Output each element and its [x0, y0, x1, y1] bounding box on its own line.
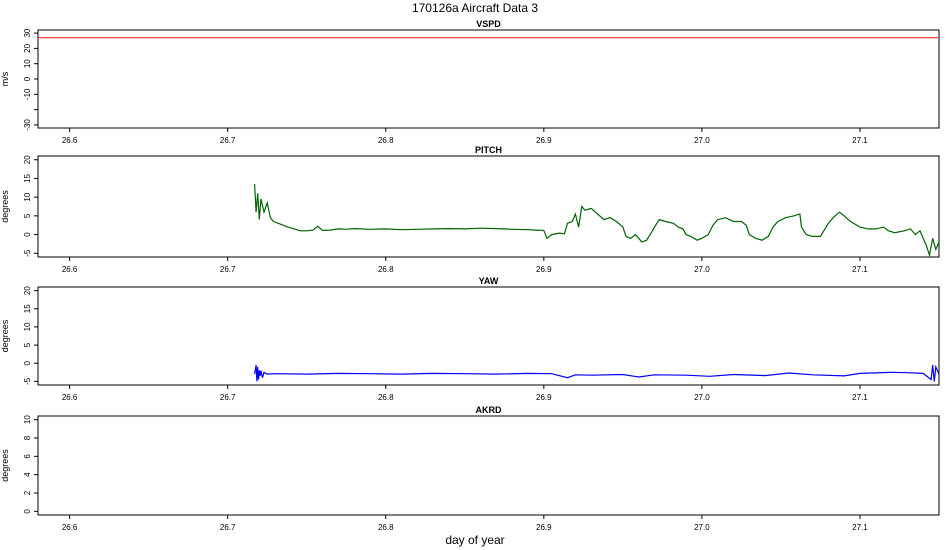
- y-tick-label: 0: [23, 232, 32, 237]
- x-tick-label: 26.6: [62, 523, 78, 532]
- figure-title: 170126a Aircraft Data 3: [412, 1, 538, 15]
- x-tick-label: 26.9: [536, 136, 552, 145]
- x-axis-label: day of year: [445, 533, 504, 547]
- y-axis-label: degrees: [0, 190, 10, 223]
- x-tick-label: 27.1: [852, 136, 868, 145]
- y-tick-label: -30: [23, 119, 32, 131]
- series-line: [254, 184, 940, 258]
- panel-vspd: VSPD 26.6 26.7 26.8 26.9 27.0 27.1 -30 -10 0 10 20 3…: [0, 19, 940, 145]
- y-tick-label: 20: [23, 155, 32, 164]
- x-tick-label: 27.1: [852, 523, 868, 532]
- x-tick-label: 26.6: [62, 265, 78, 274]
- x-tick-label: 26.8: [378, 393, 394, 402]
- x-tick-label: 26.6: [62, 136, 78, 145]
- x-tick-label: 26.7: [220, 523, 236, 532]
- y-tick-label: 5: [23, 213, 32, 218]
- y-tick-label: 2: [23, 490, 32, 495]
- y-tick-label: 10: [23, 192, 32, 201]
- y-tick-label: 0: [23, 360, 32, 365]
- y-tick-label: 0: [23, 509, 32, 514]
- y-tick-label: 30: [23, 28, 32, 37]
- y-tick-label: 15: [23, 304, 32, 313]
- x-tick-label: 27.0: [694, 393, 710, 402]
- plot-frame: [37, 29, 940, 129]
- y-axis-label: m/s: [0, 71, 10, 86]
- y-axis-label: degrees: [0, 449, 10, 482]
- panel-title: PITCH: [475, 145, 502, 155]
- x-tick-label: 26.9: [536, 393, 552, 402]
- x-tick-label: 27.0: [694, 523, 710, 532]
- x-tick-label: 27.0: [694, 265, 710, 274]
- y-tick-label: 5: [23, 342, 32, 347]
- y-tick-label: 0: [23, 76, 32, 81]
- panel-yaw: YAW 26.6 26.7 26.8 26.9 27.0 27.1 -5 0 5 10 15 20 deg…: [0, 276, 940, 402]
- x-tick-label: 27.1: [852, 265, 868, 274]
- x-tick-label: 26.7: [220, 136, 236, 145]
- panel-title: YAW: [479, 276, 499, 286]
- plot-frame: [37, 415, 940, 516]
- y-tick-label: -5: [23, 377, 32, 385]
- y-tick-label: 10: [23, 322, 32, 331]
- panel-pitch: PITCH 26.6 26.7 26.8 26.9 27.0 27.1 -5 0 5 10 15 20 d…: [0, 145, 940, 274]
- plot-frame: [37, 155, 940, 258]
- x-tick-label: 26.7: [220, 393, 236, 402]
- x-tick-label: 26.9: [536, 265, 552, 274]
- y-tick-label: -10: [23, 88, 32, 100]
- x-tick-label: 27.0: [694, 136, 710, 145]
- y-tick-label: 8: [23, 435, 32, 440]
- x-tick-label: 26.8: [378, 136, 394, 145]
- x-tick-label: 26.8: [378, 523, 394, 532]
- series-line: [254, 364, 940, 382]
- y-tick-label: 15: [23, 173, 32, 182]
- x-tick-label: 26.7: [220, 265, 236, 274]
- panel-title: AKRD: [476, 405, 502, 415]
- y-tick-label: -5: [23, 249, 32, 257]
- y-tick-label: 20: [23, 43, 32, 52]
- panel-akrd: AKRD 26.6 26.7 26.8 26.9 27.0 27.1 0 2 4 6 8 10 degre…: [0, 405, 940, 532]
- y-tick-label: 6: [23, 454, 32, 459]
- panel-title: VSPD: [476, 19, 501, 29]
- y-tick-label: 10: [23, 59, 32, 68]
- plot-frame: [37, 286, 940, 386]
- y-axis-label: degrees: [0, 319, 10, 352]
- x-tick-label: 26.6: [62, 393, 78, 402]
- x-tick-label: 26.9: [536, 523, 552, 532]
- y-tick-label: 20: [23, 286, 32, 295]
- y-tick-label: 10: [23, 415, 32, 424]
- x-tick-label: 27.1: [852, 393, 868, 402]
- x-tick-label: 26.8: [378, 265, 394, 274]
- y-tick-label: 4: [23, 472, 32, 477]
